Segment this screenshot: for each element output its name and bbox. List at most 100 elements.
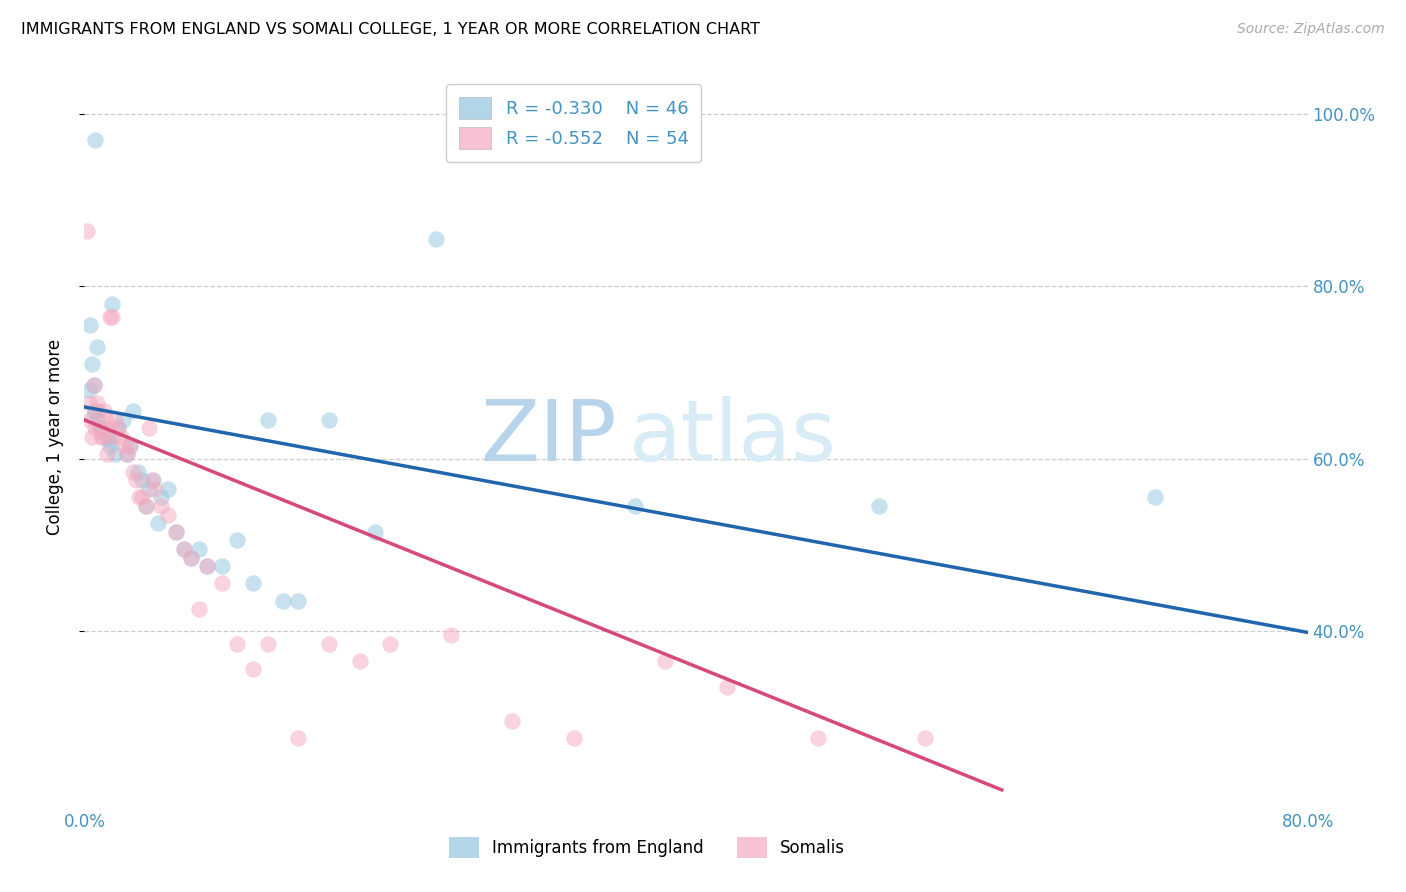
Point xyxy=(125,473,148,487)
Point xyxy=(94,413,117,427)
Point xyxy=(96,430,118,444)
Point xyxy=(807,731,830,746)
Point xyxy=(128,491,150,505)
Point xyxy=(101,310,124,324)
Point xyxy=(1143,491,1166,505)
Point xyxy=(141,473,163,487)
Point xyxy=(380,637,402,651)
Y-axis label: College, 1 year or more: College, 1 year or more xyxy=(45,339,63,535)
Point xyxy=(91,430,114,444)
Point xyxy=(89,421,111,435)
Point xyxy=(77,395,100,409)
Point xyxy=(91,421,114,435)
Point xyxy=(165,524,187,539)
Point xyxy=(76,223,98,237)
Point xyxy=(98,439,121,453)
Point xyxy=(149,499,172,513)
Point xyxy=(79,318,101,333)
Point xyxy=(97,421,120,435)
Point xyxy=(135,499,157,513)
Point xyxy=(138,482,160,496)
Point xyxy=(914,731,936,746)
Point xyxy=(188,541,211,556)
Point xyxy=(122,404,145,418)
Point xyxy=(84,404,107,418)
Point xyxy=(562,731,585,746)
Legend: Immigrants from England, Somalis: Immigrants from England, Somalis xyxy=(439,827,855,868)
Point xyxy=(86,340,108,354)
Point xyxy=(104,413,127,427)
Point xyxy=(115,447,138,461)
Point xyxy=(180,550,202,565)
Point xyxy=(107,421,129,435)
Point xyxy=(149,491,172,505)
Point xyxy=(93,404,115,418)
Point xyxy=(318,413,340,427)
Point xyxy=(716,680,738,694)
Point xyxy=(84,421,107,435)
Point xyxy=(869,499,891,513)
Point xyxy=(440,628,463,642)
Point xyxy=(98,310,121,324)
Point xyxy=(107,421,129,435)
Point xyxy=(83,378,105,392)
Point xyxy=(142,473,165,487)
Point xyxy=(122,465,145,479)
Point xyxy=(90,430,112,444)
Point xyxy=(188,602,211,616)
Point xyxy=(131,473,153,487)
Point xyxy=(287,593,309,607)
Point xyxy=(111,413,134,427)
Point xyxy=(138,421,160,435)
Text: atlas: atlas xyxy=(628,395,837,479)
Point xyxy=(103,430,125,444)
Point xyxy=(115,447,138,461)
Point xyxy=(96,447,118,461)
Point xyxy=(173,541,195,556)
Point xyxy=(364,524,387,539)
Point xyxy=(242,576,264,591)
Point xyxy=(127,465,149,479)
Point xyxy=(318,637,340,651)
Point xyxy=(80,430,103,444)
Point xyxy=(86,395,108,409)
Point xyxy=(257,637,280,651)
Text: ZIP: ZIP xyxy=(479,395,616,479)
Point xyxy=(146,516,169,530)
Point xyxy=(112,439,135,453)
Point xyxy=(157,508,180,522)
Point xyxy=(195,559,218,574)
Point xyxy=(195,559,218,574)
Point xyxy=(87,404,110,418)
Point xyxy=(180,550,202,565)
Point xyxy=(242,662,264,676)
Point xyxy=(425,232,447,246)
Text: IMMIGRANTS FROM ENGLAND VS SOMALI COLLEGE, 1 YEAR OR MORE CORRELATION CHART: IMMIGRANTS FROM ENGLAND VS SOMALI COLLEG… xyxy=(21,22,761,37)
Point xyxy=(287,731,309,746)
Point xyxy=(89,421,111,435)
Point xyxy=(135,499,157,513)
Point xyxy=(349,654,371,668)
Point xyxy=(226,533,249,548)
Point xyxy=(110,430,132,444)
Point xyxy=(211,576,233,591)
Point xyxy=(654,654,676,668)
Point xyxy=(80,357,103,371)
Point xyxy=(173,541,195,556)
Text: Source: ZipAtlas.com: Source: ZipAtlas.com xyxy=(1237,22,1385,37)
Point xyxy=(502,714,524,728)
Point xyxy=(143,482,166,496)
Point xyxy=(87,413,110,427)
Point xyxy=(165,524,187,539)
Point xyxy=(131,491,153,505)
Point xyxy=(271,593,294,607)
Point xyxy=(83,378,105,392)
Point xyxy=(104,447,127,461)
Point xyxy=(226,637,249,651)
Point xyxy=(84,133,107,147)
Point xyxy=(257,413,280,427)
Point xyxy=(79,413,101,427)
Point xyxy=(101,296,124,310)
Point xyxy=(97,433,120,447)
Point xyxy=(77,383,100,397)
